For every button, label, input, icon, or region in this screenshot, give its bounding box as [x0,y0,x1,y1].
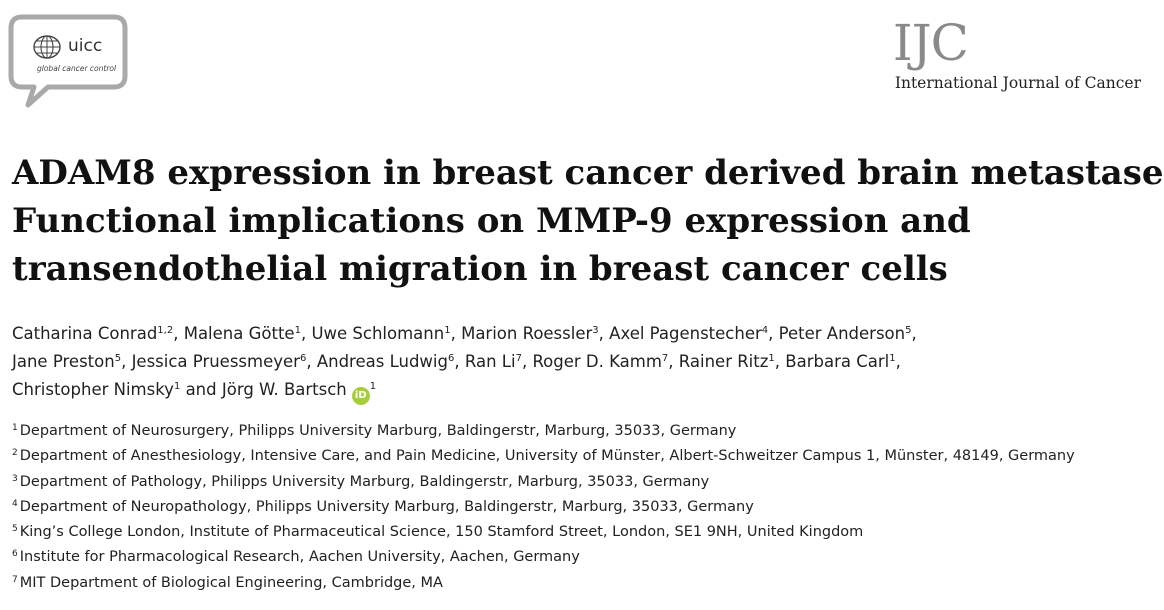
author-name[interactable]: Rainer Ritz [678,352,769,371]
author-name[interactable]: Catharina Conrad [12,324,158,343]
affiliation-number: 7 [12,574,18,585]
affiliation-text: Institute for Pharmacological Research, … [19,549,580,566]
author-line: Christopher Nimsky1 and Jörg W. Bartsch i… [12,376,1152,405]
author-affiliation-ref: 7 [515,353,522,364]
affiliation-number: 5 [12,524,18,535]
author-separator: , [450,324,462,343]
affiliation-item: 7 MIT Department of Biological Engineerin… [12,571,1152,596]
author-separator: , [774,352,786,371]
author-name[interactable]: Christopher Nimsky [12,380,174,399]
affiliation-number: 3 [12,473,18,484]
affiliation-item: 5 King’s College London, Institute of Pha… [12,520,1152,545]
author-separator: , [306,352,317,371]
author-separator: , [173,324,184,343]
speech-bubble-icon [8,14,128,108]
author-conjunction: and [180,380,222,399]
author-affiliation-ref: 1,2 [157,325,174,336]
author-affiliation-ref: 3 [592,325,599,336]
author-name[interactable]: Barbara Carl [785,352,890,371]
affiliation-number: 2 [12,448,18,459]
author-line: Jane Preston5, Jessica Pruessmeyer6, And… [12,348,1152,376]
affiliation-item: 3 Department of Pathology, Philipps Unive… [12,470,1152,495]
affiliation-item: 2 Department of Anesthesiology, Intensive… [12,444,1152,469]
affiliation-item: 1 Department of Neurosurgery, Philipps Un… [12,419,1152,444]
author-name[interactable]: Uwe Schlomann [311,324,445,343]
author-affiliation-ref: 6 [299,353,307,364]
author-name[interactable]: Ran Li [464,352,516,371]
author-name[interactable]: Axel Pagenstecher [609,324,762,343]
author-separator: , [454,352,465,371]
affiliation-item: 4 Department of Neuropathology, Philipps … [12,495,1152,520]
journal-name: International Journal of Cancer [894,74,1141,92]
author-list: Catharina Conrad1,2, Malena Götte1, Uwe … [12,320,1152,405]
title-line: transendothelial migration in breast can… [12,249,948,289]
author-name[interactable]: Peter Anderson [778,324,906,343]
author-affiliation-ref: 1 [889,353,896,364]
title-line: ADAM8 expression in breast cancer derive… [12,153,1164,193]
author-affiliation-ref: 6 [447,353,455,364]
author-affiliation-ref: 1 [444,325,451,336]
author-name[interactable]: Jörg W. Bartsch [221,380,347,399]
author-name[interactable]: Malena Götte [183,324,295,343]
author-name[interactable]: Marion Roessler [461,324,593,343]
author-separator: , [911,324,917,343]
author-affiliation-ref: 1 [173,381,181,392]
orcid-icon[interactable]: iD [351,387,370,405]
affiliation-number: 6 [12,549,18,560]
author-separator: , [521,352,533,371]
author-separator: , [300,324,312,343]
author-separator: , [895,352,901,371]
author-affiliation-ref: 4 [761,325,769,336]
journal-abbrev: IJC [892,14,969,72]
affiliation-number: 1 [12,423,18,433]
author-affiliation-ref: 5 [905,325,912,336]
affiliation-text: Department of Neuropathology, Philipps U… [19,498,754,515]
author-line: Catharina Conrad1,2, Malena Götte1, Uwe … [12,320,1152,348]
title-line: Functional implications on MMP-9 express… [12,201,971,241]
author-separator: , [598,324,610,343]
author-name[interactable]: Andreas Ludwig [316,352,448,371]
logo-text: uicc [68,36,103,56]
globe-icon [33,35,61,59]
author-affiliation-ref: 7 [661,353,669,364]
affiliation-text: Department of Pathology, Philipps Univer… [19,473,710,490]
affiliation-item: 6 Institute for Pharmacological Research,… [12,545,1152,570]
article-title: ADAM8 expression in breast cancer derive… [12,149,1164,293]
uicc-logo: uicc global cancer control [8,14,130,110]
author-affiliation-ref: 1 [768,353,775,364]
author-affiliation-ref: 1 [294,325,301,336]
affiliation-text: Department of Anesthesiology, Intensive … [19,448,1075,465]
author-separator: , [668,352,679,371]
affiliation-number: 4 [12,498,18,509]
author-separator: , [121,352,132,371]
author-name[interactable]: Roger D. Kamm [532,352,662,371]
affiliation-text: King’s College London, Institute of Phar… [19,524,864,541]
author-separator: , [768,324,779,343]
affiliation-text: Department of Neurosurgery, Philipps Uni… [19,423,737,439]
author-name[interactable]: Jessica Pruessmeyer [131,352,300,371]
author-affiliation-ref: 1 [369,381,377,392]
journal-branding: IJC International Journal of Cancer [892,14,1141,92]
logo-tagline: global cancer control [37,64,117,73]
author-affiliation-ref: 5 [114,353,122,364]
affiliation-list: 1 Department of Neurosurgery, Philipps Un… [12,419,1152,596]
author-name[interactable]: Jane Preston [12,352,115,371]
affiliation-text: MIT Department of Biological Engineering… [19,574,443,591]
